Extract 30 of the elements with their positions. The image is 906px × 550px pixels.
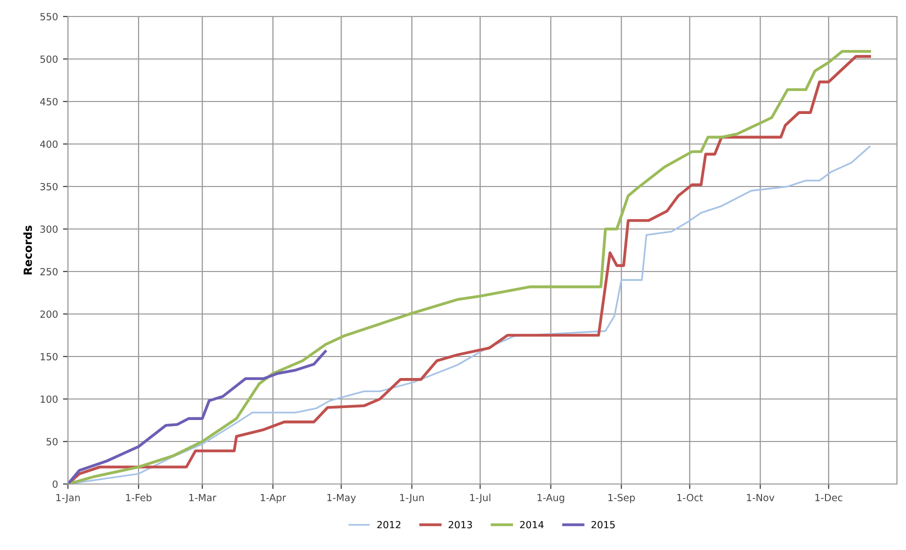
x-tick-label: 1-Feb	[126, 494, 152, 502]
y-tick-label: 50	[46, 438, 58, 446]
x-tick-label: 1-Apr	[260, 494, 286, 504]
y-tick-label: 150	[40, 352, 58, 360]
y-tick-label: 400	[40, 140, 58, 148]
x-tick-label: 1-Jan	[56, 494, 80, 504]
x-tick-label: 1-Nov	[747, 494, 774, 502]
y-tick-label: 200	[40, 310, 58, 318]
legend-label: 2014	[520, 520, 544, 528]
x-tick-label: 1-Dec	[815, 494, 842, 502]
y-tick-label: 450	[40, 98, 58, 106]
x-tick-label: 1-Aug	[538, 494, 564, 504]
y-tick-label: 300	[40, 225, 58, 233]
x-tick-label: 1-Sep	[608, 494, 635, 504]
y-tick-label: 550	[40, 12, 58, 20]
legend-label: 2015	[592, 520, 615, 528]
y-tick-label: 0	[52, 480, 58, 488]
x-tick-label: 1-Jul	[470, 494, 490, 504]
y-tick-label: 500	[40, 55, 58, 63]
y-axis-title: Records	[23, 226, 32, 274]
x-tick-label: 1-Oct	[677, 494, 703, 502]
legend-label: 2012	[377, 520, 400, 528]
y-tick-label: 350	[40, 182, 58, 190]
x-tick-label: 1-Jun	[400, 494, 424, 504]
x-tick-label: 1-May	[327, 494, 356, 504]
line-series	[68, 350, 327, 484]
y-tick-label: 250	[40, 268, 58, 276]
legend-label: 2013	[448, 520, 472, 528]
x-tick-label: 1-Mar	[189, 494, 216, 502]
y-tick-label: 100	[40, 395, 58, 403]
